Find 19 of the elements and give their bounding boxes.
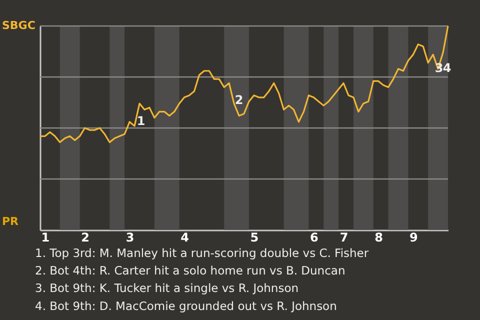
text: SBGC [2, 19, 36, 32]
x-tick-label: 6 [310, 230, 318, 244]
x-tick-label: 1 [41, 230, 50, 244]
annotation: 3 [434, 61, 444, 75]
text: 4. Bot 9th: D. MacComie grounded out vs R. Johnson [35, 298, 337, 313]
text: PR [2, 215, 20, 228]
x-tick-label: 2 [81, 230, 90, 244]
x-tick-label: 5 [250, 230, 259, 244]
annotation: 1 [136, 114, 146, 128]
text: 3. Bot 9th: K. Tucker hit a single vs R. Johnson [35, 281, 299, 296]
x-tick-label: 7 [340, 230, 348, 244]
annotation: 2 [234, 93, 244, 107]
x-tick-label: 9 [409, 230, 418, 244]
annotation: 4 [442, 61, 452, 75]
text: 1. Top 3rd: M. Manley hit a run-scoring double vs C. Fisher [35, 246, 369, 260]
text: 2. Bot 4th: R. Carter hit a solo home run vs B. Duncan [35, 264, 346, 278]
x-tick-label: 4 [180, 230, 189, 244]
x-tick-label: 3 [126, 230, 134, 244]
x-tick-label: 8 [374, 230, 384, 244]
